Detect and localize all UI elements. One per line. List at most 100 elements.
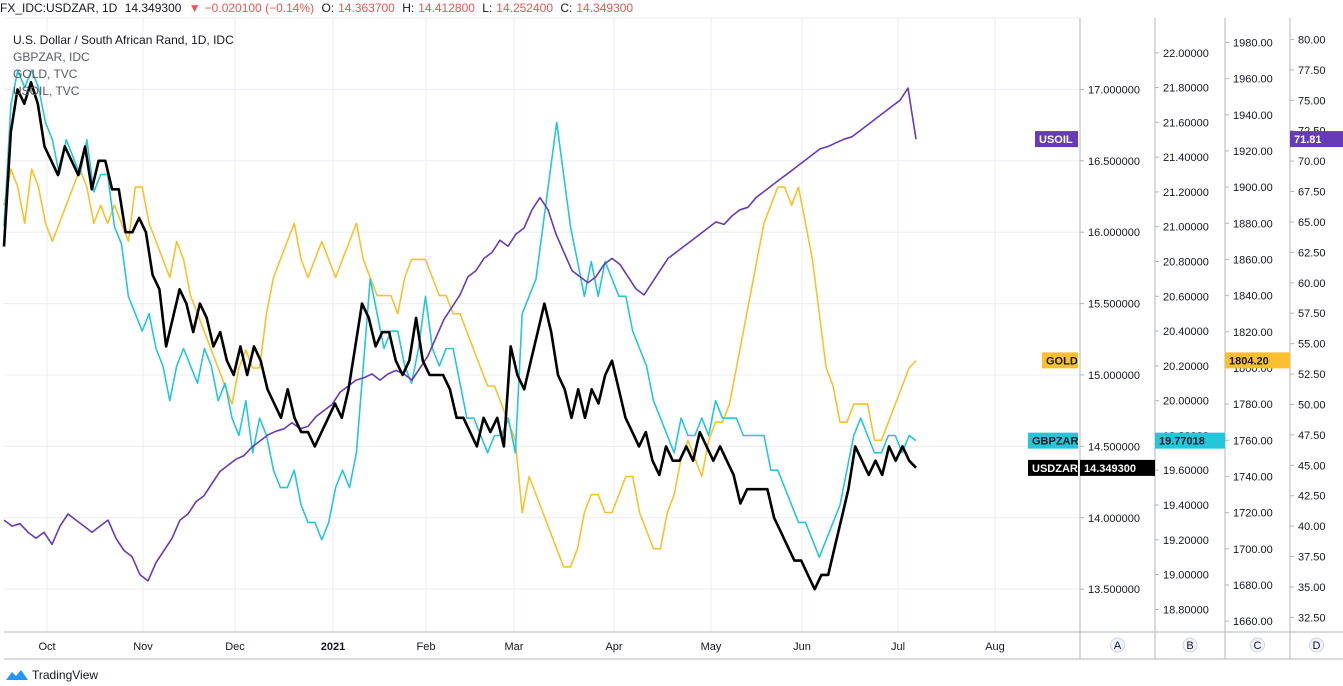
y-tick-label-C-13: 1720.00 bbox=[1233, 508, 1273, 520]
name-tag-usdzar bbox=[1028, 459, 1078, 476]
price-tag-gold bbox=[1225, 352, 1290, 369]
low-label: L: bbox=[482, 1, 493, 15]
y-tick-label-C-11: 1760.00 bbox=[1233, 435, 1273, 447]
close-label: C: bbox=[560, 1, 573, 15]
y-tick-label-C-3: 1920.00 bbox=[1233, 146, 1273, 158]
axis-badge-label-D: D bbox=[1313, 640, 1321, 652]
y-tick-label-D-5: 67.50 bbox=[1298, 187, 1326, 199]
y-tick-label-D-2: 75.00 bbox=[1298, 95, 1326, 107]
axis-badge-C[interactable] bbox=[1250, 637, 1265, 653]
close-value: 14.349300 bbox=[576, 1, 634, 15]
price-tag-label-usdzar: 14.349300 bbox=[1084, 463, 1136, 475]
price-tag-label-usoil: 71.81 bbox=[1294, 134, 1322, 146]
y-tick-label-C-6: 1860.00 bbox=[1233, 254, 1273, 266]
x-tick-label-8: Jun bbox=[793, 641, 811, 653]
open-value: 14.363700 bbox=[338, 1, 395, 15]
y-tick-label-D-13: 47.50 bbox=[1298, 430, 1326, 442]
open-label: O: bbox=[321, 1, 335, 15]
y-tick-label-B-5: 21.20000 bbox=[1163, 187, 1209, 199]
y-tick-label-D-18: 35.00 bbox=[1298, 582, 1326, 594]
change-value: −0.020100 (−0.14%) bbox=[204, 1, 315, 15]
y-tick-label-B-2: 21.80000 bbox=[1163, 83, 1209, 95]
legend-item-usoil[interactable]: USOIL, TVC bbox=[13, 84, 80, 98]
y-tick-label-D-9: 57.50 bbox=[1298, 308, 1326, 320]
name-tag-label-gbpzar: GBPZAR bbox=[1032, 436, 1079, 448]
y-tick-label-A-5: 15.000000 bbox=[1088, 370, 1140, 382]
price-tag-usoil bbox=[1290, 131, 1343, 148]
y-tick-label-B-8: 20.60000 bbox=[1163, 291, 1209, 303]
y-tick-label-C-15: 1680.00 bbox=[1233, 580, 1273, 592]
y-tick-label-D-17: 37.50 bbox=[1298, 552, 1326, 564]
x-tick-label-6: Apr bbox=[605, 641, 622, 653]
y-tick-label-B-9: 20.40000 bbox=[1163, 326, 1209, 338]
y-tick-label-C-2: 1940.00 bbox=[1233, 110, 1273, 122]
y-tick-label-C-10: 1780.00 bbox=[1233, 399, 1273, 411]
axis-badge-B[interactable] bbox=[1182, 637, 1198, 653]
series-line-gbpzar bbox=[3, 69, 917, 559]
high-label: H: bbox=[402, 1, 415, 15]
y-tick-label-A-2: 16.500000 bbox=[1088, 156, 1140, 168]
y-tick-label-C-0: 1980.00 bbox=[1233, 37, 1273, 49]
y-tick-label-D-19: 32.50 bbox=[1298, 612, 1326, 624]
legend-item-gbpzar[interactable]: GBPZAR, IDC bbox=[13, 50, 90, 64]
x-tick-label-10: Aug bbox=[985, 641, 1005, 653]
symbol-label: FX_IDC:USDZAR, 1D bbox=[0, 1, 118, 15]
y-tick-label-C-4: 1900.00 bbox=[1233, 182, 1273, 194]
axis-badge-label-C: C bbox=[1254, 640, 1262, 652]
low-value: 14.252400 bbox=[496, 1, 554, 15]
y-tick-label-B-10: 20.20000 bbox=[1163, 361, 1209, 373]
price-tag-label-gold: 1804.20 bbox=[1229, 355, 1269, 367]
series-line-usdzar bbox=[2, 81, 917, 591]
x-tick-label-9: Jul bbox=[891, 641, 905, 653]
x-tick-label-1: Nov bbox=[133, 641, 153, 653]
x-tick-label-5: Mar bbox=[505, 641, 524, 653]
tradingview-logo-icon bbox=[6, 670, 28, 680]
y-tick-label-D-11: 52.50 bbox=[1298, 369, 1326, 381]
series-legend: U.S. Dollar / South African Rand, 1D, ID… bbox=[13, 32, 234, 100]
name-tag-label-usdzar: USDZAR bbox=[1032, 463, 1078, 475]
name-tag-gbpzar bbox=[1028, 432, 1078, 449]
y-tick-label-A-1: 17.000000 bbox=[1088, 84, 1140, 96]
axis-badge-D[interactable] bbox=[1309, 637, 1324, 653]
series-line-gold bbox=[3, 168, 917, 568]
y-tick-label-B-16: 19.00000 bbox=[1163, 570, 1209, 582]
axis-badge-A[interactable] bbox=[1110, 637, 1125, 653]
y-tick-label-D-4: 70.00 bbox=[1298, 156, 1326, 168]
name-tag-label-gold: GOLD bbox=[1046, 355, 1078, 367]
y-tick-label-D-1: 77.50 bbox=[1298, 65, 1326, 77]
brand-name: TradingView bbox=[32, 668, 99, 682]
change-arrow: ▼ bbox=[188, 1, 201, 15]
legend-item-gold[interactable]: GOLD, TVC bbox=[13, 67, 78, 81]
y-tick-label-C-16: 1660.00 bbox=[1233, 616, 1273, 628]
price-tag-label-gbpzar: 19.77018 bbox=[1159, 436, 1205, 448]
y-tick-label-C-7: 1840.00 bbox=[1233, 291, 1273, 303]
y-tick-label-C-8: 1820.00 bbox=[1233, 327, 1273, 339]
price-tag-usdzar bbox=[1080, 459, 1155, 476]
name-tag-gold bbox=[1042, 352, 1078, 369]
y-tick-label-D-14: 45.00 bbox=[1298, 460, 1326, 472]
name-tag-label-usoil: USOIL bbox=[1039, 134, 1073, 146]
series-line-usoil bbox=[3, 87, 917, 582]
y-tick-label-C-5: 1880.00 bbox=[1233, 218, 1273, 230]
footer-brand[interactable]: TradingView bbox=[6, 664, 98, 686]
ohlc-header: FX_IDC:USDZAR, 1D 14.349300 ▼ −0.020100 (… bbox=[0, 0, 1343, 16]
y-tick-label-D-7: 62.50 bbox=[1298, 247, 1326, 259]
price-tag-gbpzar bbox=[1155, 432, 1225, 449]
x-tick-label-4: Feb bbox=[417, 641, 436, 653]
y-tick-label-B-1: 22.00000 bbox=[1163, 48, 1209, 60]
y-tick-label-C-12: 1740.00 bbox=[1233, 471, 1273, 483]
y-tick-label-B-11: 20.00000 bbox=[1163, 396, 1209, 408]
y-tick-label-D-16: 40.00 bbox=[1298, 521, 1326, 533]
y-tick-label-D-8: 60.00 bbox=[1298, 278, 1326, 290]
name-tag-usoil bbox=[1035, 131, 1078, 148]
y-tick-label-B-3: 21.60000 bbox=[1163, 117, 1209, 129]
y-tick-label-B-13: 19.60000 bbox=[1163, 465, 1209, 477]
y-tick-label-A-3: 16.000000 bbox=[1088, 227, 1140, 239]
y-tick-label-A-4: 15.500000 bbox=[1088, 299, 1140, 311]
y-tick-label-C-14: 1700.00 bbox=[1233, 544, 1273, 556]
axis-badge-label-B: B bbox=[1186, 640, 1193, 652]
y-tick-label-D-6: 65.00 bbox=[1298, 217, 1326, 229]
y-tick-label-A-6: 14.500000 bbox=[1088, 441, 1140, 453]
y-tick-label-B-6: 21.00000 bbox=[1163, 222, 1209, 234]
